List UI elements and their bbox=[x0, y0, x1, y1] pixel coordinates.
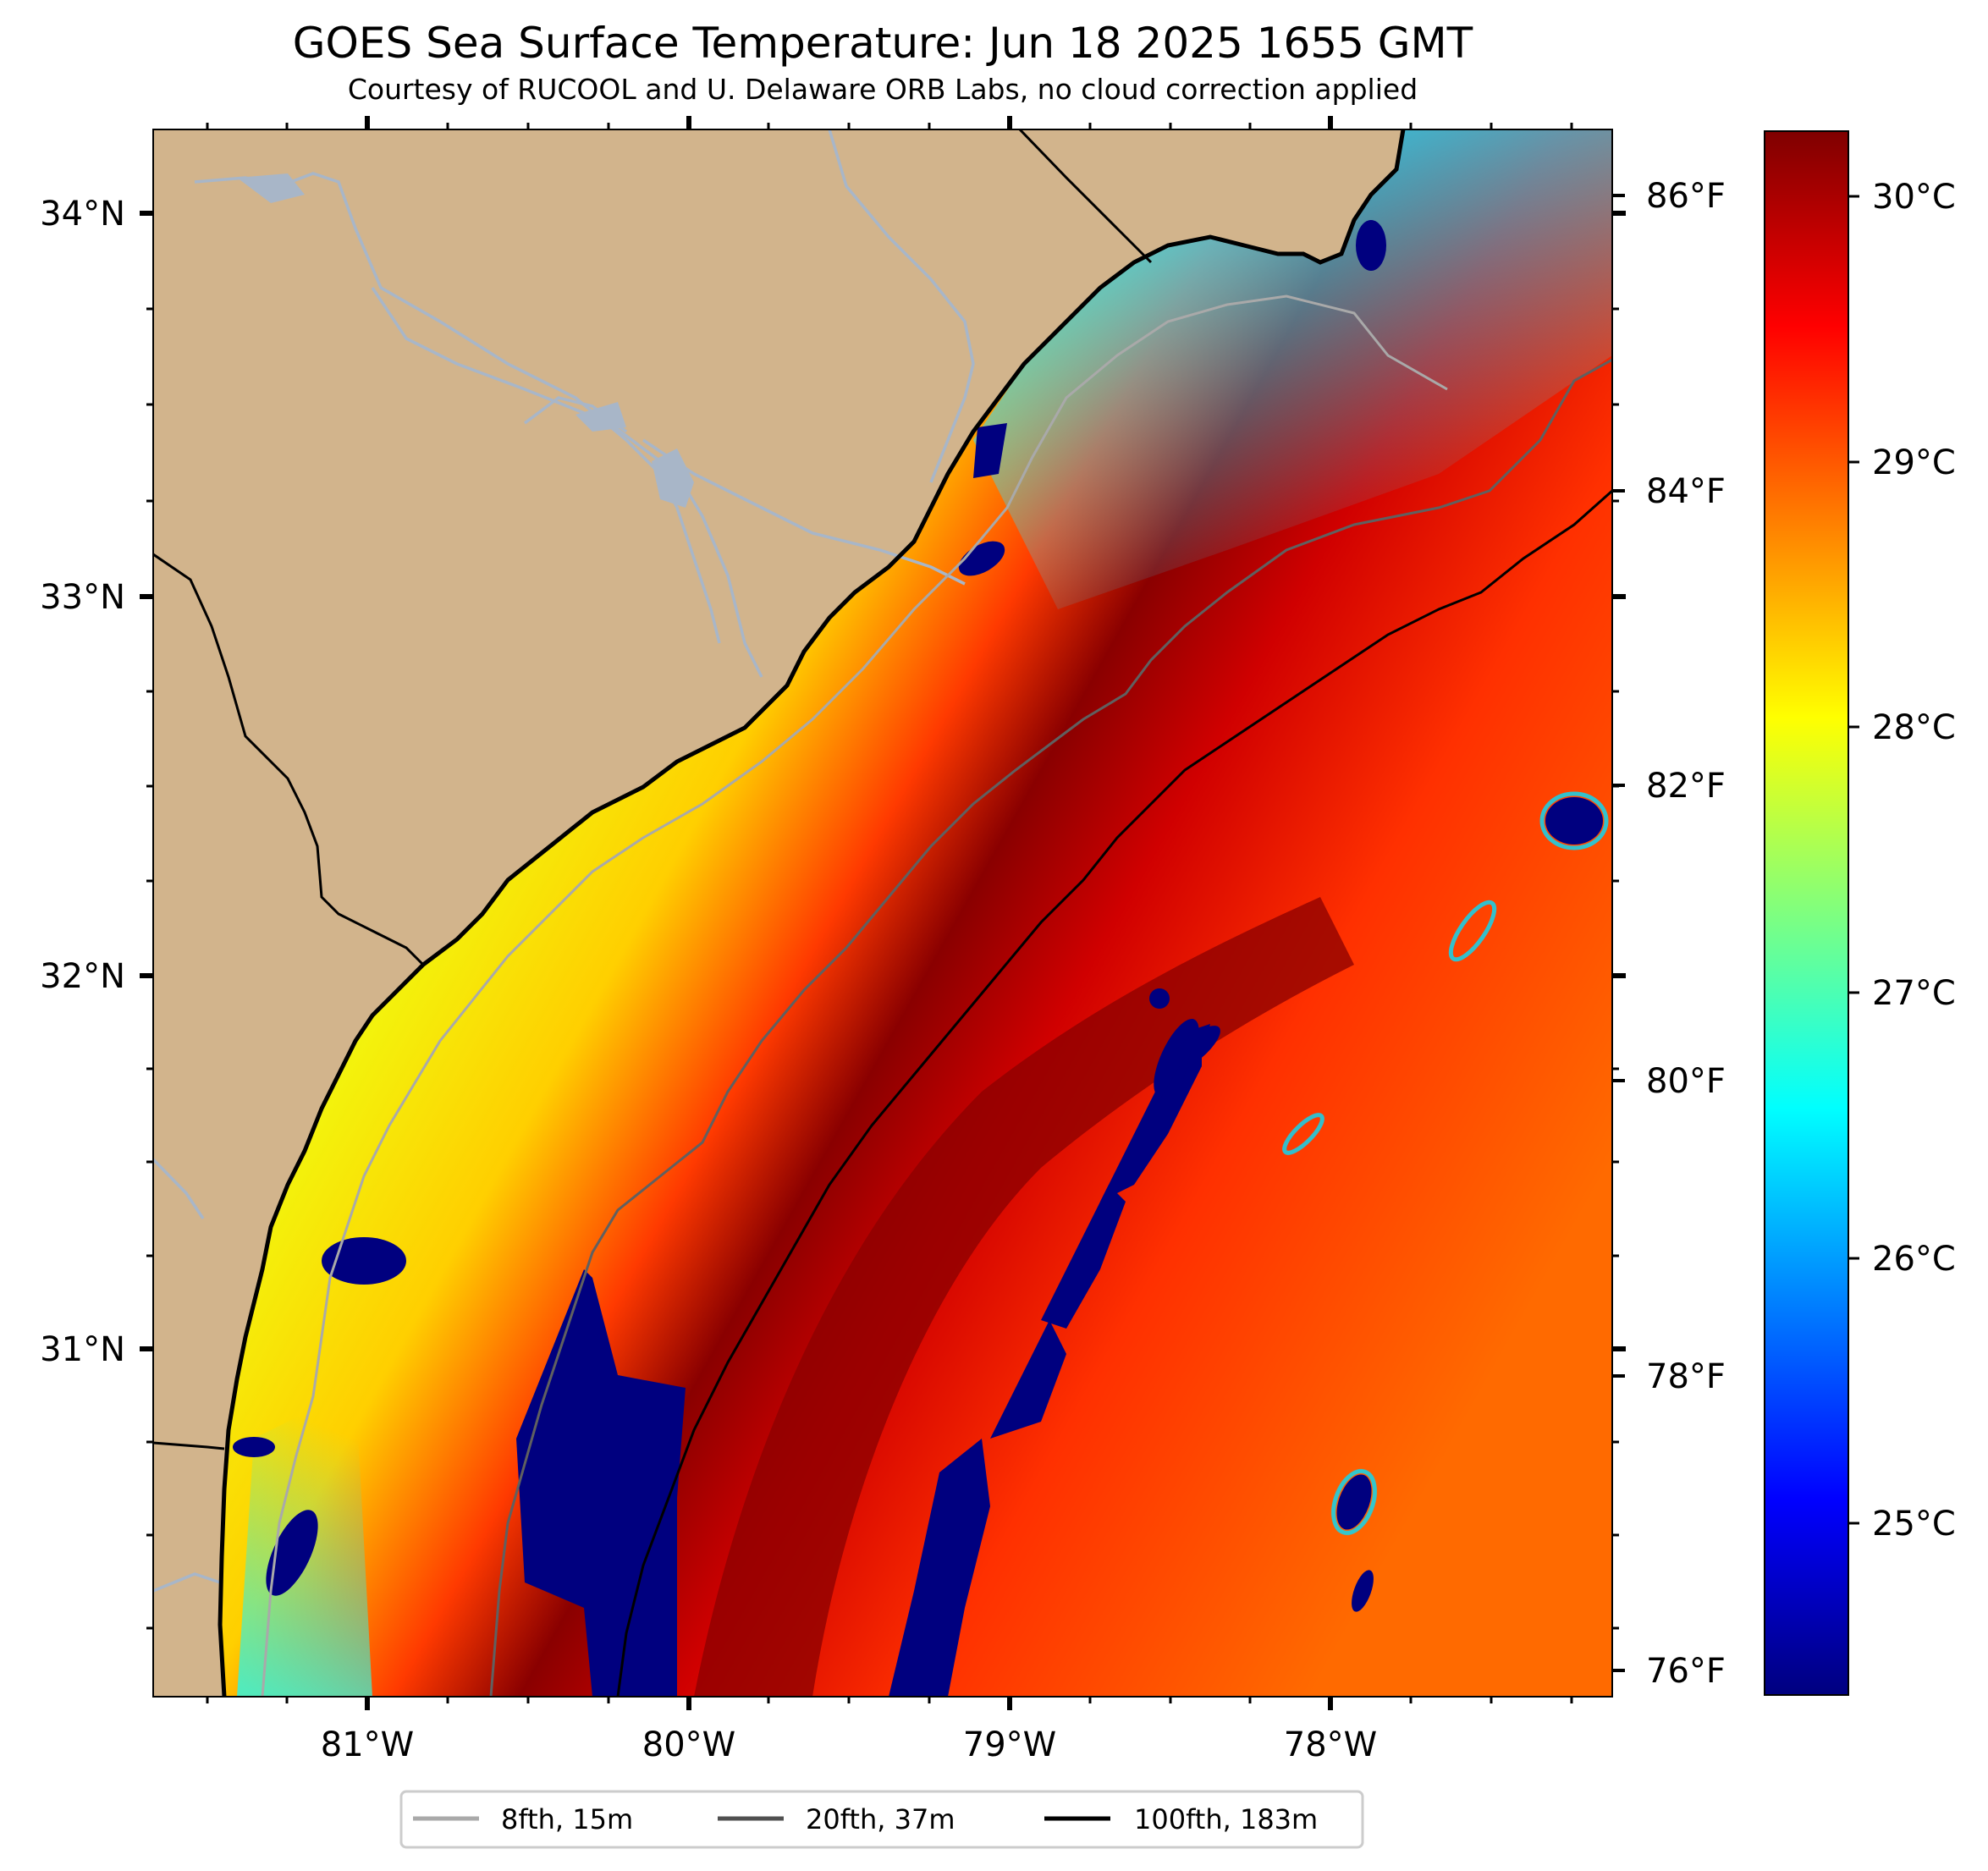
fahrenheit-tick-label: 84°F bbox=[1646, 472, 1726, 511]
land-mass bbox=[153, 129, 1403, 1697]
legend-label: 100fth, 183m bbox=[1134, 1803, 1318, 1835]
longitude-major-ticks bbox=[365, 116, 1333, 1710]
contour-20fth bbox=[489, 358, 1612, 1697]
state-borders bbox=[153, 129, 1153, 1450]
fahrenheit-tick-label: 86°F bbox=[1646, 177, 1726, 216]
y-tick-label: 33°N bbox=[40, 578, 125, 617]
fahrenheit-tick-label: 80°F bbox=[1646, 1062, 1726, 1101]
cloud-artifacts bbox=[233, 220, 1603, 1697]
x-tick-label: 78°W bbox=[1284, 1725, 1377, 1764]
longitude-minor-ticks bbox=[206, 123, 1573, 1703]
y-tick-label: 31°N bbox=[40, 1330, 125, 1369]
x-tick-label: 79°W bbox=[963, 1725, 1056, 1764]
bathymetry-contours bbox=[261, 294, 1612, 1697]
colorbar-tick-label: 27°C bbox=[1872, 974, 1956, 1013]
contour-8fth bbox=[261, 294, 1448, 1697]
fahrenheit-tick-label: 78°F bbox=[1646, 1357, 1726, 1396]
map-panel bbox=[153, 129, 1612, 1697]
map-frame bbox=[152, 129, 1613, 1698]
colorbar-tick-label: 26°C bbox=[1872, 1240, 1956, 1279]
contour-100fth bbox=[616, 489, 1612, 1697]
rivers bbox=[153, 129, 975, 1593]
colorbar-tick-label: 30°C bbox=[1872, 178, 1956, 217]
colorbar-gradient bbox=[1764, 130, 1849, 1696]
latitude-major-ticks bbox=[140, 211, 1626, 1351]
fahrenheit-axis: 86°F 84°F 82°F 80°F 78°F 76°F bbox=[1612, 177, 1726, 1691]
y-tick-label: 32°N bbox=[40, 957, 125, 996]
map-subtitle: Courtesy of RUCOOL and U. Delaware ORB L… bbox=[348, 73, 1418, 106]
x-tick-label: 81°W bbox=[321, 1725, 414, 1764]
colorbar: 30°C 29°C 28°C 27°C 26°C 25°C bbox=[1764, 130, 1956, 1696]
cloud-edges bbox=[1282, 791, 1609, 1535]
fahrenheit-tick-label: 82°F bbox=[1646, 767, 1726, 806]
colorbar-tick-label: 28°C bbox=[1872, 708, 1956, 747]
map-title: GOES Sea Surface Temperature: Jun 18 202… bbox=[293, 19, 1473, 68]
legend-label: 8fth, 15m bbox=[501, 1803, 633, 1835]
legend-box bbox=[399, 1790, 1364, 1849]
warm-gulf-stream-core bbox=[694, 897, 1354, 1697]
colorbar-tick-label: 25°C bbox=[1872, 1505, 1956, 1544]
lakes bbox=[237, 173, 694, 508]
colorbar-tick-label: 29°C bbox=[1872, 443, 1956, 482]
fahrenheit-tick-label: 76°F bbox=[1646, 1652, 1726, 1691]
legend: 8fth, 15m 20fth, 37m 100fth, 183m bbox=[399, 1790, 1364, 1849]
latitude-minor-ticks bbox=[146, 307, 1619, 1630]
coastline bbox=[218, 129, 1406, 1697]
y-tick-label: 34°N bbox=[40, 195, 125, 234]
legend-label: 20fth, 37m bbox=[806, 1803, 955, 1835]
x-tick-label: 80°W bbox=[642, 1725, 735, 1764]
